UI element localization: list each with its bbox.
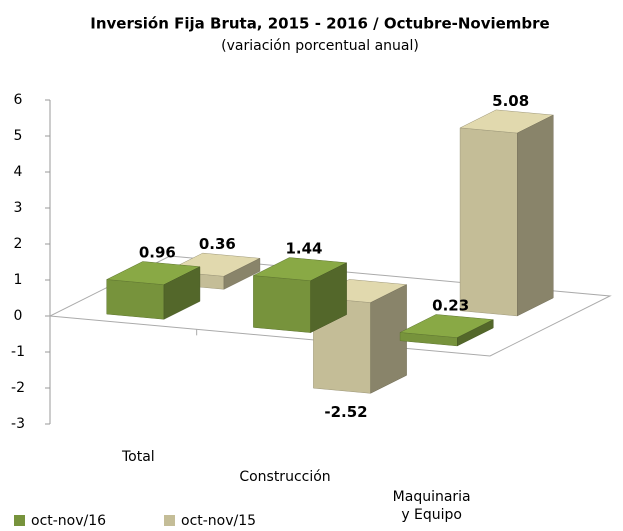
x-label-box: Maquinaria y Equipo: [392, 489, 471, 523]
bar-side: [517, 114, 554, 317]
bar: [253, 275, 311, 333]
y-tick-label: 0: [14, 308, 23, 324]
bar: [106, 279, 165, 320]
y-tick-label: -1: [11, 344, 25, 360]
value-label: 0.36: [199, 235, 236, 253]
y-tick-label: -3: [11, 416, 25, 432]
y-tick-label: 4: [14, 164, 23, 180]
legend-swatch: [164, 515, 175, 526]
chart-title: Inversión Fija Bruta, 2015 - 2016 / Octu…: [90, 15, 550, 33]
legend-label: oct-nov/15: [181, 513, 256, 529]
y-tick-label: 2: [14, 236, 23, 252]
x-tick-label: Maquinaria y Equipo: [392, 489, 471, 523]
value-label: 0.23: [432, 297, 469, 315]
y-tick-label: 3: [14, 200, 23, 216]
legend-label: oct-nov/16: [31, 513, 106, 529]
bar-side: [370, 284, 407, 394]
value-label: 1.44: [285, 240, 322, 258]
y-tick-label: 6: [14, 92, 23, 108]
y-tick-label: 1: [14, 272, 23, 288]
bar-side: [223, 257, 261, 290]
bar-box: [105, 261, 201, 320]
bar-box: [252, 257, 348, 334]
value-label: 0.96: [139, 244, 176, 262]
x-tick-label: Construcción: [239, 469, 331, 485]
value-label: 5.08: [492, 92, 529, 110]
y-tick-label: -2: [11, 380, 25, 396]
legend-swatch: [14, 515, 25, 526]
bar-side: [457, 319, 494, 347]
y-tick-label: 5: [14, 128, 23, 144]
bar-box: [459, 109, 555, 317]
x-tick-label: Total: [121, 449, 155, 465]
bar: [459, 127, 518, 317]
x-label-box: Construcción: [239, 469, 331, 485]
value-label: -2.52: [324, 403, 367, 421]
chart-subtitle: (variación porcentual anual): [221, 38, 419, 54]
bar-side: [310, 262, 347, 334]
x-label-box: Total: [121, 449, 155, 465]
bar-side: [163, 266, 201, 320]
bar-box: [399, 314, 495, 347]
